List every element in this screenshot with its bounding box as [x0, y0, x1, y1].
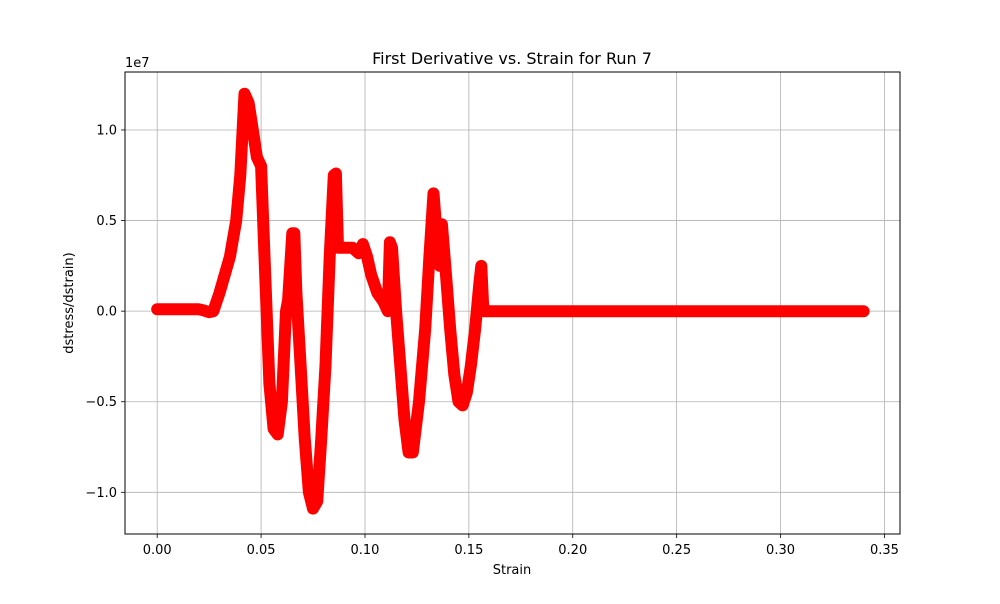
data-point: [357, 239, 368, 250]
data-point: [457, 400, 468, 411]
data-point: [476, 260, 487, 271]
y-tick-label: 1.0: [96, 123, 117, 138]
data-point: [391, 306, 402, 317]
data-point: [445, 324, 456, 335]
data-point: [478, 306, 489, 317]
x-tick-label: 0.00: [143, 543, 172, 558]
data-point: [291, 288, 302, 299]
data-point: [256, 161, 267, 172]
chart-title: First Derivative vs. Strain for Run 7: [372, 49, 652, 68]
data-point: [224, 251, 235, 262]
data-point: [264, 378, 275, 389]
y-tick-label: −1.0: [85, 486, 117, 501]
y-tick-label: 0.0: [96, 305, 117, 320]
data-point: [428, 188, 439, 199]
data-point: [378, 297, 389, 308]
data-point: [281, 306, 292, 317]
data-point: [424, 251, 435, 262]
data-point: [372, 288, 383, 299]
x-tick-label: 0.10: [351, 543, 380, 558]
data-point: [260, 269, 271, 280]
data-point: [386, 242, 397, 253]
plot-frame: [124, 71, 901, 535]
data-series: [151, 87, 870, 515]
data-point: [320, 360, 331, 371]
y-axis-ticks: −1.0 −0.5 0.0 0.5 1.0: [85, 123, 125, 501]
data-point: [441, 269, 452, 280]
data-point: [465, 360, 476, 371]
x-tick-label: 0.25: [662, 543, 691, 558]
data-point: [239, 88, 250, 99]
data-point: [172, 304, 183, 315]
data-point: [299, 432, 310, 443]
data-point: [316, 432, 327, 443]
data-point: [303, 487, 314, 498]
data-point: [247, 124, 258, 135]
data-point: [272, 429, 283, 440]
data-point: [420, 324, 431, 335]
data-point: [235, 170, 246, 181]
data-point: [567, 306, 578, 317]
data-point: [414, 396, 425, 407]
data-point: [152, 304, 163, 315]
data-point: [470, 324, 481, 335]
data-point: [251, 152, 262, 163]
data-point: [308, 503, 319, 514]
data-point: [289, 228, 300, 239]
data-point: [231, 215, 242, 226]
data-point: [671, 306, 682, 317]
data-point: [432, 242, 443, 253]
data-point: [858, 306, 869, 317]
data-point: [324, 251, 335, 262]
data-point: [461, 387, 472, 398]
data-point: [407, 447, 418, 458]
data-point: [276, 396, 287, 407]
x-tick-label: 0.30: [766, 543, 795, 558]
data-point: [330, 168, 341, 179]
data-point: [243, 97, 254, 108]
x-tick-label: 0.15: [454, 543, 483, 558]
data-point: [353, 248, 364, 259]
data-point: [436, 219, 447, 230]
data-point: [214, 288, 225, 299]
data-point: [295, 360, 306, 371]
y-axis-label: dstress/dstrain): [62, 252, 77, 353]
y-offset-text: 1e7: [125, 56, 150, 71]
data-point: [399, 414, 410, 425]
data-point: [208, 306, 219, 317]
data-point: [449, 369, 460, 380]
x-tick-label: 0.20: [558, 543, 587, 558]
y-tick-label: −0.5: [85, 395, 117, 410]
data-point: [366, 269, 377, 280]
data-point: [283, 295, 294, 306]
data-point: [382, 306, 393, 317]
x-tick-label: 0.35: [870, 543, 899, 558]
data-point: [434, 260, 445, 271]
data-point: [474, 278, 485, 289]
data-point: [395, 360, 406, 371]
x-axis-ticks: 0.00 0.05 0.10 0.15 0.20 0.25 0.30 0.35: [143, 534, 899, 558]
x-axis-label: Strain: [493, 563, 532, 578]
data-point: [775, 306, 786, 317]
data-point: [362, 251, 373, 262]
y-tick-label: 0.5: [96, 214, 117, 229]
x-tick-label: 0.05: [247, 543, 276, 558]
data-point: [312, 496, 323, 507]
